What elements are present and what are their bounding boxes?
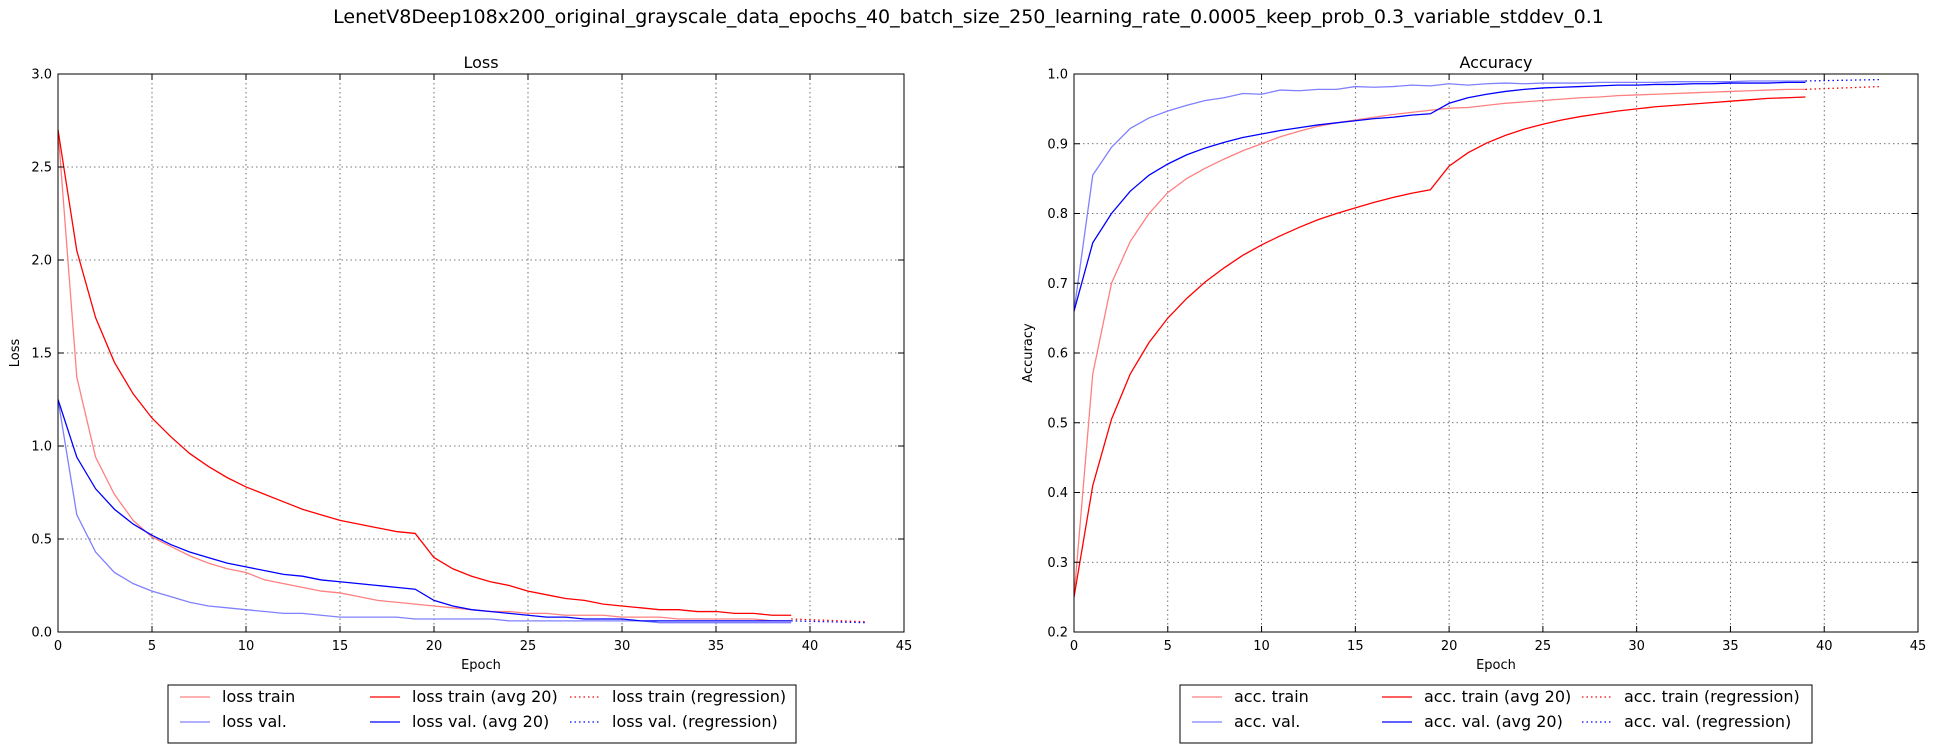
- legend-item-acc-train: acc. train: [1192, 687, 1309, 706]
- loss-chart-title: Loss: [463, 53, 498, 72]
- loss-x-tick-label: 30: [614, 639, 631, 654]
- series-loss-val-avg-20: [58, 399, 792, 622]
- loss-x-tick-label: 20: [426, 639, 443, 654]
- loss-x-tick-label: 10: [238, 639, 255, 654]
- acc-y-tick-label: 0.4: [1047, 486, 1068, 501]
- series-loss-train: [58, 129, 792, 622]
- loss-y-tick-label: 1.0: [31, 440, 52, 455]
- acc-y-tick-label: 0.7: [1047, 277, 1068, 292]
- legend-label: loss val. (avg 20): [412, 712, 549, 731]
- acc-y-tick-label: 0.3: [1047, 556, 1068, 571]
- series-acc-train-avg-20: [1074, 96, 1806, 598]
- acc-y-tick-label: 0.5: [1047, 416, 1068, 431]
- legend-label: acc. val.: [1234, 712, 1300, 731]
- loss-y-tick-label: 3.0: [31, 68, 52, 83]
- loss-x-tick-label: 45: [896, 639, 913, 654]
- legend-label: loss train (regression): [612, 687, 786, 706]
- series-loss-val: [58, 399, 792, 624]
- legend-item-loss-val-regression: loss val. (regression): [570, 712, 778, 731]
- acc-y-tick-label: 0.2: [1047, 626, 1068, 641]
- series-acc-val: [1074, 80, 1806, 312]
- accuracy-chart: 0 5 10 15 20 25 30 35 40 45 0.2 0.3 0.4 0.5 0.6 0.7 0.8 0…: [1021, 53, 1927, 744]
- legend-item-loss-train: loss train: [180, 687, 295, 706]
- legend-label: loss train: [222, 687, 295, 706]
- acc-y-tick-label: 0.9: [1047, 137, 1068, 152]
- legend-label: acc. val. (regression): [1624, 712, 1791, 731]
- loss-x-tick-label: 15: [332, 639, 349, 654]
- acc-y-axis-label: Accuracy: [1021, 323, 1036, 383]
- acc-legend-box: [1179, 684, 1813, 744]
- acc-x-tick-label: 30: [1628, 639, 1645, 654]
- legend-item-loss-val-avg-20: loss val. (avg 20): [370, 712, 549, 731]
- legend-item-loss-val: loss val.: [180, 712, 287, 731]
- loss-y-tick-label: 0.5: [31, 533, 52, 548]
- legend-label: loss val.: [222, 712, 287, 731]
- acc-legend: acc. train acc. val. acc. train (avg 20) ac…: [1179, 684, 1813, 744]
- loss-y-axis-label: Loss: [8, 339, 23, 368]
- legend-item-acc-val-avg-20: acc. val. (avg 20): [1382, 712, 1563, 731]
- loss-y-tick-label: 2.0: [31, 254, 52, 269]
- series-acc-val-avg-20: [1074, 81, 1806, 312]
- legend-item-loss-train-regression: loss train (regression): [570, 687, 786, 706]
- acc-x-tick-label: 20: [1441, 639, 1458, 654]
- acc-x-axis-label: Epoch: [1476, 658, 1516, 673]
- acc-x-tick-label: 15: [1347, 639, 1364, 654]
- loss-x-tick-label: 5: [148, 639, 156, 654]
- legend-item-acc-train-regression: acc. train (regression): [1582, 687, 1800, 706]
- legend-label: acc. train (regression): [1624, 687, 1800, 706]
- legend-item-loss-train-avg-20: loss train (avg 20): [370, 687, 558, 706]
- legend-label: loss train (avg 20): [412, 687, 558, 706]
- acc-chart-title: Accuracy: [1459, 53, 1532, 72]
- acc-x-tick-label: 5: [1164, 639, 1172, 654]
- acc-x-tick-label: 0: [1070, 639, 1078, 654]
- legend-label: loss val. (regression): [612, 712, 778, 731]
- loss-x-tick-label: 0: [54, 639, 62, 654]
- loss-legend-box: [167, 684, 797, 744]
- loss-y-tick-label: 1.5: [31, 347, 52, 362]
- legend-label: acc. val. (avg 20): [1424, 712, 1563, 731]
- loss-y-tick-label: 2.5: [31, 161, 52, 176]
- legend-item-acc-val: acc. val.: [1192, 712, 1300, 731]
- acc-x-tick-label: 45: [1910, 639, 1927, 654]
- acc-y-tick-label: 0.8: [1047, 207, 1068, 222]
- acc-y-tick-label: 0.6: [1047, 347, 1068, 362]
- loss-x-axis-label: Epoch: [461, 658, 501, 673]
- loss-x-tick-label: 40: [802, 639, 819, 654]
- legend-label: acc. train: [1234, 687, 1309, 706]
- acc-x-tick-label: 25: [1535, 639, 1552, 654]
- loss-chart: 0 5 10 15 20 25 30 35 40 45 0.0 0.5 1.0 1.5 2.0 2.5 3.0 L…: [8, 53, 913, 744]
- loss-y-tick-label: 0.0: [31, 626, 52, 641]
- loss-legend: loss train loss val. loss train (avg 20) lo…: [167, 684, 797, 744]
- acc-x-tick-label: 40: [1816, 639, 1833, 654]
- legend-item-acc-train-avg-20: acc. train (avg 20): [1382, 687, 1571, 706]
- acc-x-tick-label: 10: [1253, 639, 1270, 654]
- loss-x-tick-label: 25: [520, 639, 537, 654]
- acc-y-tick-label: 1.0: [1047, 68, 1068, 83]
- legend-item-acc-val-regression: acc. val. (regression): [1582, 712, 1791, 731]
- acc-x-tick-label: 35: [1722, 639, 1739, 654]
- loss-x-tick-label: 35: [708, 639, 725, 654]
- series-loss-train-avg-20: [58, 129, 792, 616]
- legend-label: acc. train (avg 20): [1424, 687, 1571, 706]
- figure-title: LenetV8Deep108x200_original_grayscale_da…: [333, 6, 1604, 28]
